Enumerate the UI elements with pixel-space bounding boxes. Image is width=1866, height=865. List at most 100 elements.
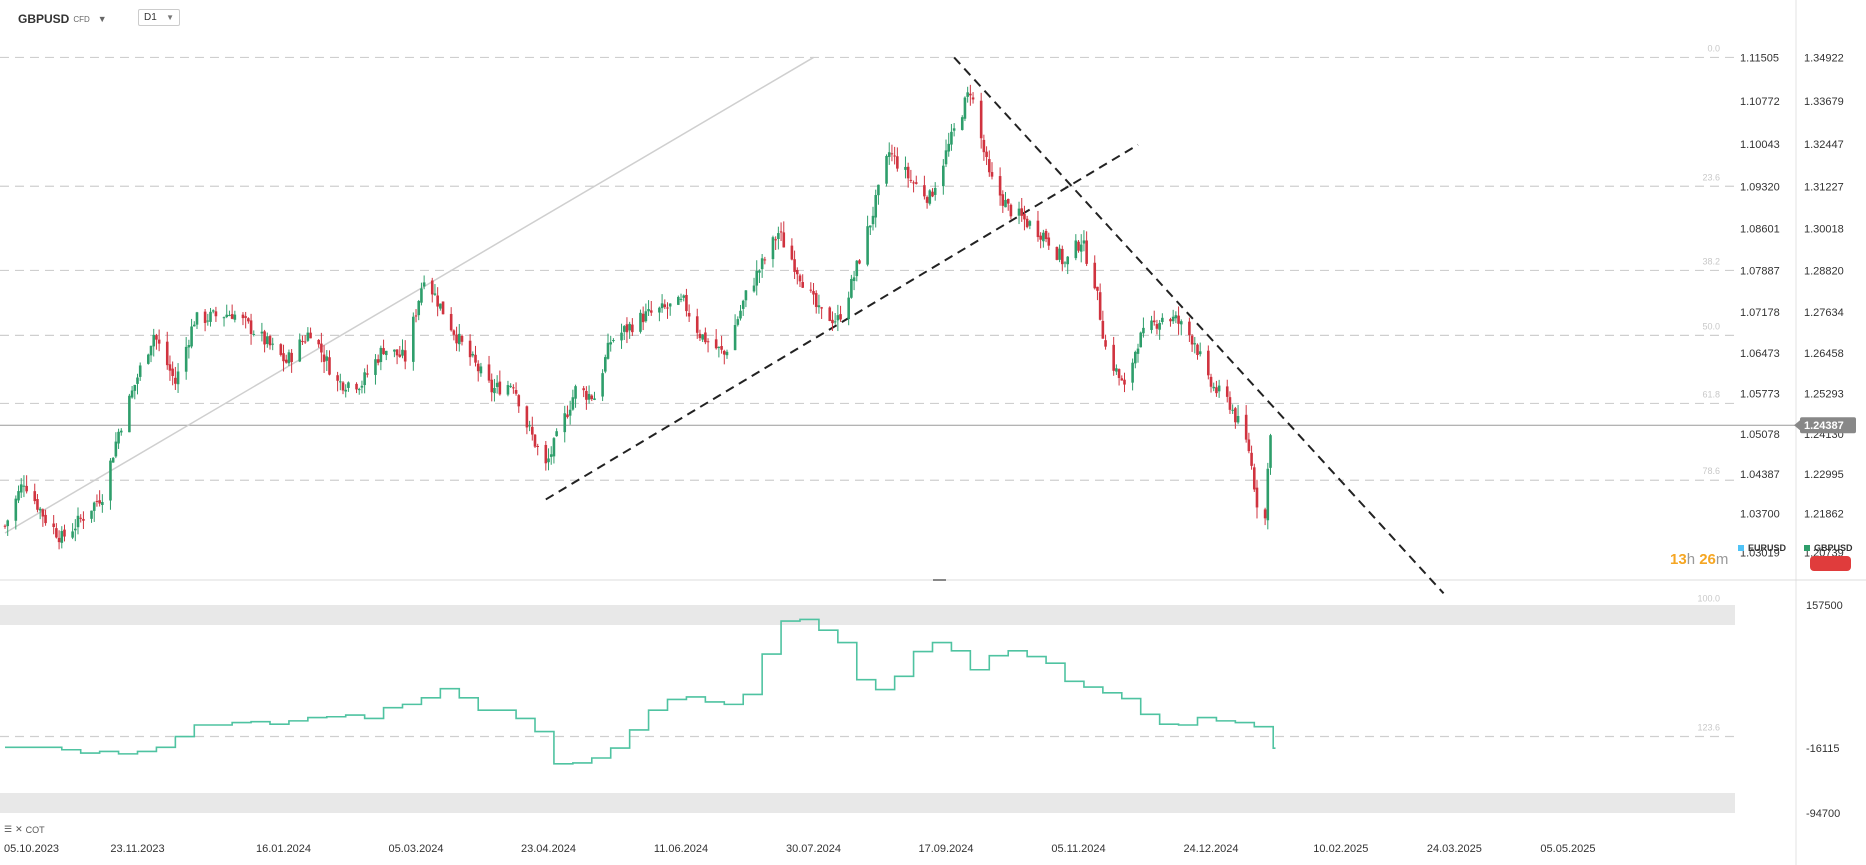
candle-body — [479, 366, 483, 374]
gbpusd-swatch — [1804, 545, 1810, 551]
candle-body — [1096, 286, 1099, 291]
candle-body — [109, 460, 112, 501]
candle-body — [136, 377, 139, 384]
candle-body — [44, 514, 47, 524]
candle-body — [1085, 240, 1088, 264]
candle-body — [831, 319, 834, 324]
candle-body — [950, 131, 953, 145]
candle-body — [403, 350, 407, 362]
sell-button[interactable] — [1810, 556, 1851, 571]
cot-panel: 157500 -16115 -94700 — [0, 600, 1843, 820]
candle-body — [1074, 240, 1078, 259]
candle-body — [95, 500, 99, 502]
candle-body — [82, 518, 85, 521]
candle-body — [71, 531, 74, 538]
candle-body — [111, 457, 115, 463]
candle-body — [1263, 509, 1267, 519]
price-tick-secondary: 1.25293 — [1804, 389, 1844, 401]
candle-body — [979, 100, 983, 139]
candle-body — [585, 390, 588, 400]
candle-body — [739, 310, 742, 319]
candle-body — [760, 258, 764, 270]
candle-body — [376, 359, 380, 363]
candle-body — [744, 290, 748, 301]
candle-body — [1228, 397, 1232, 410]
candle-body — [92, 502, 96, 511]
candle-body — [57, 537, 61, 543]
candle-body — [720, 346, 723, 350]
cot-upper-band — [0, 605, 1735, 625]
candle-body — [1236, 415, 1240, 423]
candle-body — [677, 296, 680, 305]
candle-body — [1196, 344, 1199, 355]
candle-body — [912, 182, 915, 184]
candle-body — [414, 315, 418, 317]
candle-body — [847, 297, 850, 320]
candle-body — [1188, 321, 1191, 336]
candle-body — [1169, 319, 1172, 322]
time-tick: 17.09.2024 — [918, 843, 973, 855]
candle-body — [1190, 335, 1194, 345]
symbol-header[interactable]: GBPUSD CFD ▼ — [18, 10, 107, 28]
candle-body — [128, 395, 131, 433]
chevron-down-icon[interactable]: ▼ — [97, 14, 107, 24]
candle-body — [1079, 244, 1083, 252]
legend-gbpusd[interactable]: GBPUSD — [1804, 543, 1853, 553]
candle-body — [433, 293, 437, 295]
candle-body — [171, 368, 174, 377]
timeframe-select[interactable]: D1 ▼ — [138, 9, 180, 26]
candle-body — [528, 425, 531, 427]
legend-eurusd[interactable]: EURUSD — [1738, 543, 1786, 553]
candle-body — [987, 159, 991, 173]
candle-body — [644, 311, 648, 322]
candle-body — [1112, 344, 1115, 371]
candle-body — [1217, 385, 1221, 392]
time-tick: 30.07.2024 — [786, 843, 841, 855]
cot-lower-band — [0, 793, 1735, 813]
candle-body — [33, 491, 37, 502]
countdown-h-unit: h — [1686, 551, 1696, 568]
time-tick: 24.12.2024 — [1183, 843, 1238, 855]
candle-body — [38, 508, 42, 511]
time-tick: 16.01.2024 — [256, 843, 311, 855]
close-icon[interactable]: ✕ — [15, 824, 23, 834]
candle-body — [725, 351, 729, 356]
candle-body — [525, 406, 529, 428]
candle-body — [833, 321, 837, 323]
price-tick-primary: 1.06473 — [1740, 348, 1780, 360]
menu-icon[interactable]: ☰ — [4, 824, 13, 834]
candle-body — [347, 382, 350, 388]
candle-body — [211, 310, 215, 312]
candle-body — [195, 312, 199, 325]
candle-body — [74, 528, 77, 531]
candle-body — [1098, 292, 1102, 320]
candle-body — [360, 385, 364, 388]
candle-body — [265, 336, 269, 345]
cot-indicator-bar[interactable]: ☰ ✕ COT — [4, 824, 45, 835]
candle-body — [1093, 262, 1097, 289]
candle-body — [1036, 220, 1040, 238]
candle-body — [755, 270, 759, 286]
countdown-minutes: 26 — [1699, 551, 1716, 568]
candle-body — [763, 259, 767, 261]
price-axis[interactable]: 1.11505 1.34922 1.10772 1.33679 1.10043 1.324… — [1740, 52, 1856, 560]
current-price-value: 1.24387 — [1804, 420, 1844, 432]
candle-body — [779, 231, 783, 233]
candle-body — [417, 300, 421, 316]
symbol-name[interactable]: GBPUSD — [18, 12, 70, 26]
candle-body — [631, 324, 634, 333]
candle-body — [290, 352, 293, 362]
price-tick-secondary: 1.33679 — [1804, 96, 1844, 108]
candle-body — [1198, 351, 1202, 355]
time-axis[interactable]: 05.10.2023 23.11.2023 16.01.2024 05.03.2024… — [4, 843, 1595, 855]
candle-body — [695, 316, 699, 333]
candle-body — [952, 128, 956, 131]
candle-body — [1028, 221, 1032, 226]
candle-body — [795, 269, 799, 275]
candle-body — [190, 326, 193, 347]
candle-body — [814, 293, 818, 307]
candle-body — [487, 364, 491, 381]
candle-body — [206, 320, 210, 322]
